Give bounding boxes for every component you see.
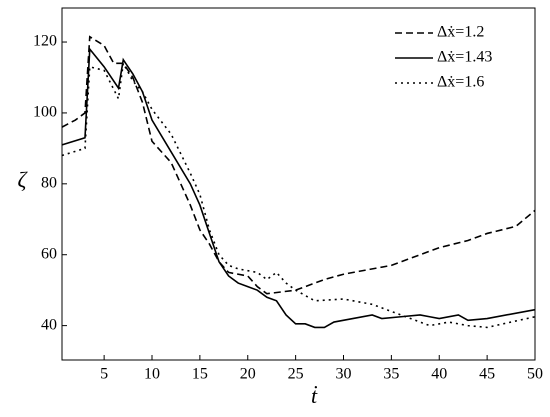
x-tick-label: 15: [192, 366, 208, 383]
legend-label: Δẋ=1.43: [437, 49, 492, 66]
x-tick-label: 40: [431, 366, 447, 383]
data-line: [61, 60, 536, 329]
x-tick-label: 25: [288, 366, 304, 383]
data-line: [61, 47, 536, 329]
x-tick-label: 35: [383, 366, 399, 383]
data-line: [61, 35, 536, 295]
x-axis-label: ṫ: [311, 383, 318, 408]
legend-label: Δẋ=1.6: [437, 74, 484, 91]
y-tick-label: 120: [33, 33, 57, 50]
x-tick-label: 45: [479, 366, 495, 383]
y-axis-label: ζ: [18, 167, 29, 192]
x-tick-label: 5: [100, 366, 108, 383]
y-tick-label: 60: [41, 245, 57, 262]
x-tick-label: 30: [336, 366, 352, 383]
x-tick-label: 10: [144, 366, 160, 383]
x-tick-label: 50: [527, 366, 543, 383]
y-tick-label: 40: [41, 316, 57, 333]
legend-label: Δẋ=1.2: [437, 24, 484, 41]
y-tick-label: 100: [33, 104, 57, 121]
y-tick-label: 80: [41, 174, 57, 191]
x-tick-label: 20: [240, 366, 256, 383]
